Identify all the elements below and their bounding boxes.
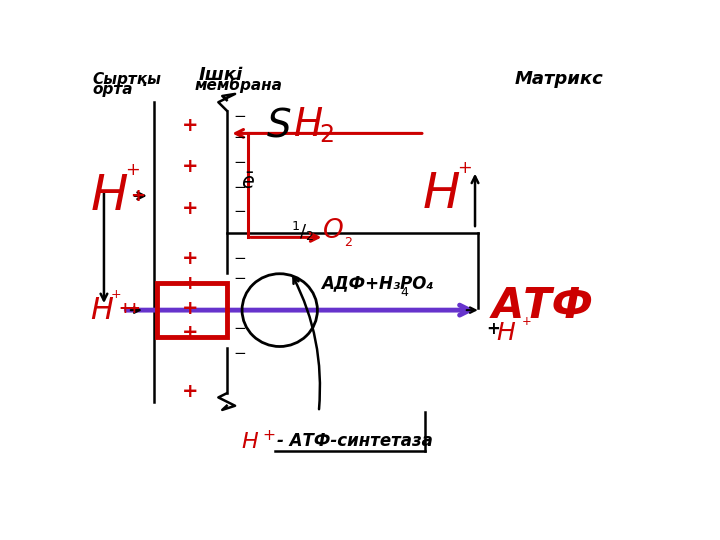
Text: $^+$: $^+$	[122, 165, 141, 189]
Text: $S$: $S$	[266, 106, 291, 144]
Text: −: −	[233, 272, 246, 286]
Text: Матрикс: Матрикс	[514, 70, 603, 89]
Text: $H^+$: $H^+$	[240, 429, 275, 453]
Text: Сыртқы: Сыртқы	[93, 72, 162, 87]
Text: +: +	[182, 116, 199, 134]
Text: мембрана: мембрана	[195, 78, 283, 93]
Text: 4: 4	[401, 286, 409, 299]
Text: +: +	[182, 199, 199, 218]
Text: $^1/_2$: $^1/_2$	[291, 220, 315, 242]
Text: $H$: $H$	[90, 172, 128, 220]
Text: $H$: $H$	[496, 321, 516, 345]
Text: Ішкі: Ішкі	[199, 66, 243, 84]
Text: +: +	[486, 320, 500, 338]
Bar	[157, 283, 227, 337]
Text: +: +	[118, 301, 130, 315]
Text: −: −	[233, 109, 246, 124]
Text: +: +	[182, 299, 199, 318]
Text: $H$: $H$	[90, 295, 114, 325]
Text: АДФ+Н₃РО₄: АДФ+Н₃РО₄	[322, 274, 434, 292]
Text: $^+$: $^+$	[108, 289, 122, 307]
Text: −: −	[233, 204, 246, 219]
Text: +: +	[182, 274, 199, 293]
Text: −: −	[233, 130, 246, 145]
Text: −: −	[233, 321, 246, 336]
Text: +: +	[182, 248, 199, 268]
Text: - АТФ-синтетаза: - АТФ-синтетаза	[277, 432, 433, 450]
Text: $_2$: $_2$	[344, 231, 353, 249]
Text: $^+$: $^+$	[518, 316, 531, 334]
Text: +: +	[182, 157, 199, 176]
Text: $^+$: $^+$	[454, 163, 473, 187]
Text: −: −	[233, 251, 246, 266]
Text: $H$: $H$	[422, 170, 460, 218]
Text: +: +	[130, 187, 145, 205]
Text: −: −	[233, 180, 246, 195]
Text: АТФ: АТФ	[492, 285, 593, 327]
Text: $\bar{e}$: $\bar{e}$	[241, 173, 255, 193]
Text: +: +	[182, 323, 199, 342]
Text: $H$: $H$	[292, 106, 323, 144]
Text: +: +	[182, 382, 199, 401]
Text: $2$: $2$	[319, 124, 333, 147]
Text: −: −	[233, 346, 246, 361]
Text: −: −	[233, 155, 246, 170]
Text: орта: орта	[93, 82, 133, 97]
Text: $O$: $O$	[322, 218, 343, 244]
Text: +: +	[127, 301, 140, 315]
